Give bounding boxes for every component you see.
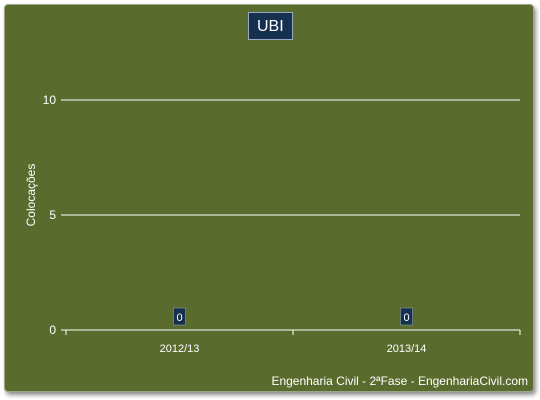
gridlines: [61, 99, 521, 335]
x-tick-label: 2013/14: [387, 343, 427, 355]
data-label-text: 0: [176, 312, 182, 324]
y-tick-label: 0: [49, 323, 56, 337]
footer-credit: Engenharia Civil - 2ªFase - EngenhariaCi…: [271, 374, 528, 388]
chart-title: UBI: [248, 12, 293, 40]
y-axis-label: Colocações: [24, 164, 38, 227]
data-label: 0: [173, 307, 186, 326]
data-label-text: 0: [403, 312, 409, 324]
data-label: 0: [400, 307, 413, 326]
y-tick-label: 5: [49, 208, 56, 222]
x-tick-labels: 2012/13 2013/14: [160, 343, 427, 355]
y-tick-label: 10: [43, 93, 57, 107]
chart-frame: [4, 4, 534, 392]
data-label-box: [173, 307, 186, 326]
y-tick-labels: 0 5 10: [43, 93, 57, 337]
x-tick-label: 2012/13: [160, 343, 200, 355]
data-label-box: [400, 307, 413, 326]
